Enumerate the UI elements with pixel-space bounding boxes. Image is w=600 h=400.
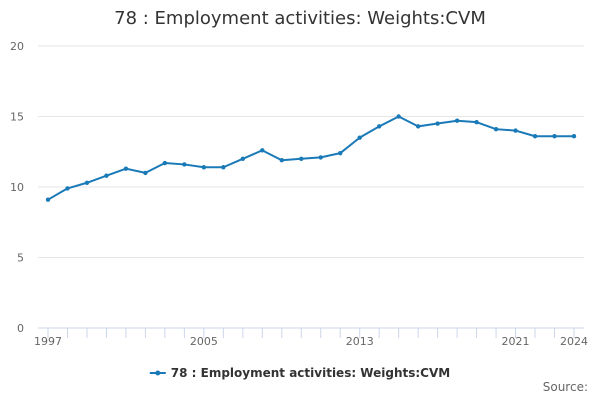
- y-axis: 0 5 10 15 20: [10, 40, 24, 335]
- data-point[interactable]: [532, 134, 538, 139]
- data-point[interactable]: [84, 180, 90, 185]
- legend-label: 78 : Employment activities: Weights:CVM: [171, 366, 450, 380]
- y-tick-label-10: 10: [10, 181, 24, 194]
- data-point[interactable]: [65, 186, 70, 191]
- y-tick-label-5: 5: [17, 252, 24, 265]
- y-tick-label-15: 15: [10, 111, 24, 124]
- chart-title: 78 : Employment activities: Weights:CVM: [114, 8, 486, 29]
- gridlines: [38, 45, 584, 258]
- data-point[interactable]: [396, 114, 401, 119]
- x-tick-label-1997: 1997: [34, 335, 62, 348]
- data-point[interactable]: [552, 134, 557, 139]
- data-point[interactable]: [454, 118, 460, 123]
- x-tick-label-2021: 2021: [502, 335, 530, 348]
- data-point[interactable]: [299, 156, 304, 161]
- data-point[interactable]: [279, 158, 284, 163]
- data-point[interactable]: [435, 121, 440, 126]
- series-line-0: [47, 115, 575, 201]
- source-credit[interactable]: Source:: [542, 380, 588, 394]
- legend-swatch-marker: [155, 370, 161, 376]
- data-point[interactable]: [357, 135, 362, 140]
- y-tick-label-20: 20: [10, 40, 24, 53]
- data-point[interactable]: [571, 134, 577, 139]
- data-point[interactable]: [45, 197, 51, 202]
- data-point[interactable]: [493, 126, 499, 132]
- y-tick-label-0: 0: [17, 322, 24, 335]
- x-tick-label-2024: 2024: [560, 335, 588, 348]
- data-point[interactable]: [182, 162, 187, 167]
- data-point[interactable]: [201, 165, 207, 170]
- x-tick-label-2013: 2013: [346, 335, 374, 348]
- data-point[interactable]: [221, 165, 226, 170]
- data-point[interactable]: [318, 155, 323, 160]
- data-point[interactable]: [123, 166, 129, 171]
- data-point[interactable]: [513, 128, 518, 133]
- data-point[interactable]: [240, 156, 246, 161]
- data-point[interactable]: [338, 150, 343, 156]
- data-point[interactable]: [376, 124, 382, 129]
- x-tick-label-2005: 2005: [190, 335, 218, 348]
- data-point[interactable]: [474, 119, 479, 125]
- x-axis: 1997 2005 2013 2021 2024: [34, 327, 588, 348]
- data-point[interactable]: [104, 173, 109, 178]
- data-point[interactable]: [260, 148, 265, 153]
- data-point[interactable]: [415, 124, 421, 129]
- data-point[interactable]: [143, 170, 148, 176]
- series-layer: [45, 114, 577, 202]
- legend-item[interactable]: 78 : Employment activities: Weights:CVM: [149, 366, 450, 380]
- legend[interactable]: 78 : Employment activities: Weights:CVM: [149, 366, 450, 380]
- data-point[interactable]: [162, 160, 168, 166]
